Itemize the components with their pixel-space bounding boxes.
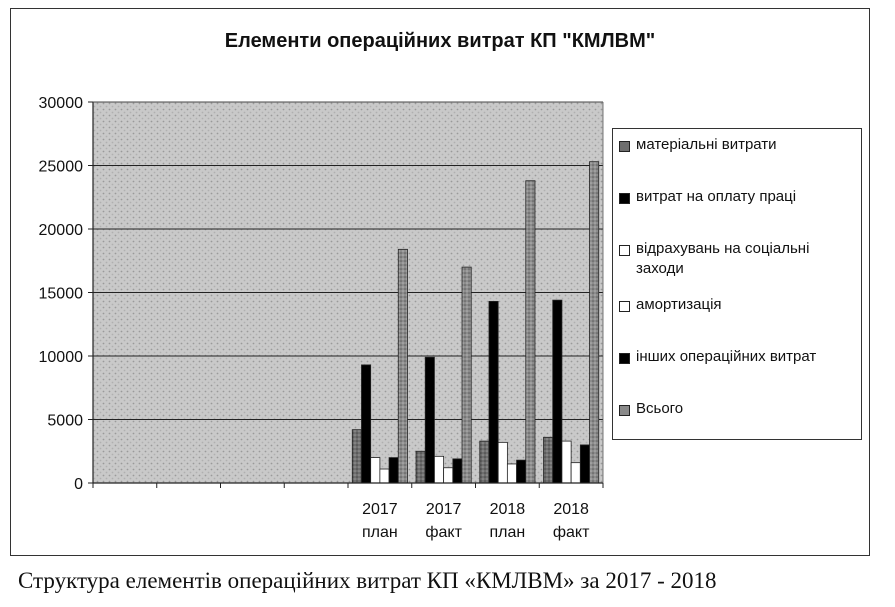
bar-6 [525, 180, 536, 484]
legend-item: відрахувань на соціальні заходи [619, 239, 857, 295]
bar-5 [579, 444, 590, 484]
y-tick-label: 15000 [39, 286, 84, 303]
y-tick-label: 0 [74, 476, 83, 493]
bar-3 [497, 441, 508, 484]
figure-caption: Структура елементів операційних витрат К… [18, 568, 717, 593]
x-tick-label-type: план [490, 524, 526, 541]
x-tick-label-year: 2017 [426, 501, 462, 518]
legend-swatch [619, 141, 630, 152]
bar-2 [552, 299, 563, 484]
y-tick-label: 30000 [39, 95, 84, 112]
bar-4 [443, 467, 454, 484]
x-tick-label-type: факт [425, 524, 462, 541]
legend-item: матеріальні витрати [619, 135, 857, 187]
legend-label: відрахувань на соціальні заходи [636, 240, 810, 277]
x-tick-label-year: 2017 [362, 501, 398, 518]
bar-3 [434, 455, 445, 484]
legend-swatch [619, 245, 630, 256]
chart-title: Елементи операційних витрат КП "КМЛВМ" [224, 30, 656, 52]
x-tick-label-year: 2018 [490, 501, 526, 518]
legend-swatch [619, 193, 630, 204]
legend-item: амортизація [619, 295, 857, 347]
bar-5 [388, 457, 399, 484]
x-tick-label-type: факт [553, 524, 590, 541]
legend-label: витрат на оплату праці [636, 188, 797, 205]
x-tick-label-type: план [362, 524, 398, 541]
bar-5 [452, 458, 463, 484]
legend-label: інших операційних витрат [636, 348, 817, 365]
legend-swatch [619, 405, 630, 416]
bar-1 [479, 440, 490, 484]
bar-6 [461, 266, 472, 484]
bar-6 [397, 248, 408, 484]
bar-2 [424, 356, 435, 484]
y-tick-label: 20000 [39, 222, 84, 239]
legend-swatch [619, 301, 630, 312]
bar-2 [488, 300, 499, 484]
chart-legend: матеріальні витрати витрат на оплату прац… [612, 128, 862, 440]
bar-2 [361, 364, 372, 484]
legend-swatch [619, 353, 630, 364]
legend-label: амортизація [636, 296, 722, 313]
bar-4 [379, 468, 390, 484]
y-tick-label: 25000 [39, 159, 84, 176]
bar-1 [415, 450, 426, 484]
bar-6 [589, 161, 600, 484]
y-tick-label: 10000 [39, 349, 84, 366]
legend-item: витрат на оплату праці [619, 187, 857, 239]
bar-4 [570, 462, 581, 484]
bar-1 [543, 436, 554, 484]
legend-label: матеріальні витрати [636, 136, 777, 153]
bar-3 [370, 457, 381, 484]
x-tick-label-year: 2018 [553, 501, 589, 518]
bar-1 [351, 429, 362, 484]
bar-5 [516, 459, 527, 484]
legend-item: Всього [619, 399, 857, 451]
legend-label: Всього [636, 400, 684, 417]
bar-4 [506, 463, 517, 484]
bar-3 [561, 440, 572, 484]
legend-item: інших операційних витрат [619, 347, 857, 399]
y-tick-label: 5000 [47, 413, 83, 430]
